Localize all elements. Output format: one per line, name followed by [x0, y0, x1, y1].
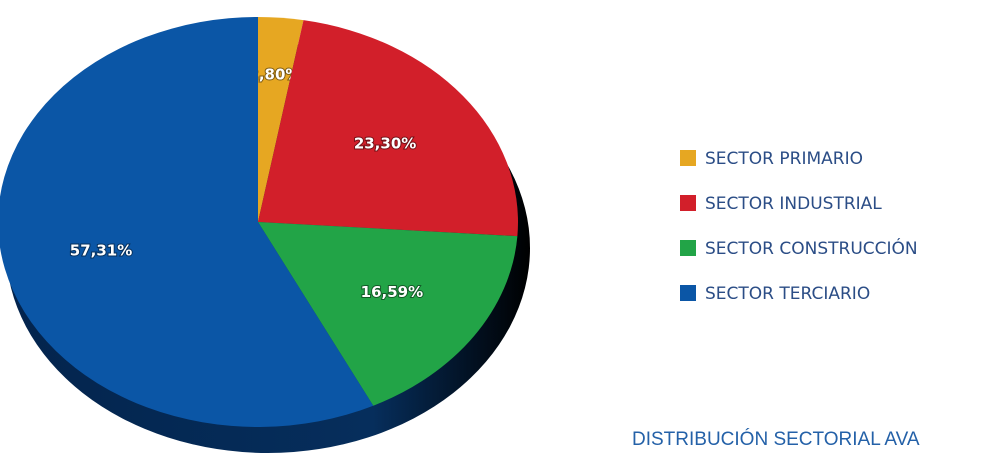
legend-swatch — [680, 285, 696, 301]
pie-slice — [0, 17, 374, 427]
legend-swatch — [680, 195, 696, 211]
value-label: 16,59% — [361, 283, 423, 301]
pie-slice — [258, 20, 518, 237]
value-label: 57,31% — [70, 241, 132, 259]
legend-label: SECTOR TERCIARIO — [705, 284, 870, 304]
legend-swatch — [680, 150, 696, 166]
value-label: 23,30% — [354, 134, 416, 152]
legend-label: SECTOR CONSTRUCCIÓN — [705, 237, 918, 259]
pie-slice — [258, 17, 304, 222]
caption: DISTRIBUCIÓN SECTORIAL AVA — [632, 428, 920, 450]
pie-slice — [258, 222, 518, 406]
value-label: 2,80% — [248, 65, 300, 83]
legend-label: SECTOR INDUSTRIAL — [705, 194, 882, 214]
legend-swatch — [680, 240, 696, 256]
legend-label: SECTOR PRIMARIO — [705, 149, 863, 169]
